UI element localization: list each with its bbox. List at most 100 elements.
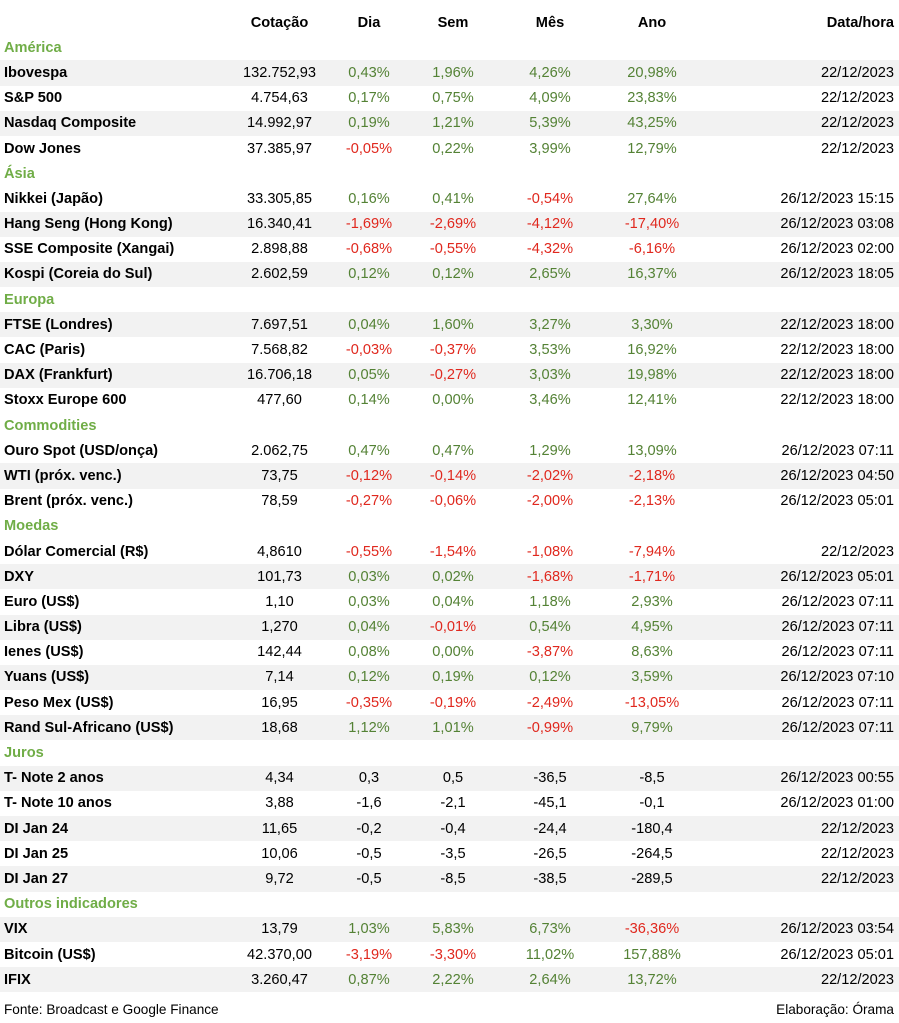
cell-data-hora: 26/12/2023 00:55 [703,765,899,791]
cell-sem: -0,06% [407,488,499,514]
table-row: Nasdaq Composite 14.992,97 0,19% 1,21% 5,39%… [0,110,899,136]
header-sem: Sem [437,14,469,31]
row-name: VIX [0,916,228,942]
cell-mes: 0,54% [499,614,601,640]
cell-sem: -0,27% [407,362,499,388]
cell-sem: -3,5 [407,841,499,867]
table-row: IFIX 3.260,47 0,87% 2,22% 2,64% 13,72% 22/12/2… [0,967,899,993]
cell-ano: 3,30% [601,312,703,338]
section-title: Outros indicadores [0,891,899,917]
row-name: IFIX [0,967,228,993]
cell-mes: -45,1 [499,790,601,816]
cell-cotacao: 3.260,47 [228,967,331,993]
cell-sem: 0,22% [407,135,499,162]
cell-cotacao: 42.370,00 [228,941,331,968]
cell-cotacao: 4.754,63 [228,85,331,111]
table-row: Yuans (US$) 7,14 0,12% 0,19% 0,12% 3,59% 26/12… [0,664,899,691]
table-row: Brent (próx. venc.) 78,59 -0,27% -0,06% -2,0… [0,488,899,514]
cell-ano: 13,72% [601,967,703,993]
table-row: WTI (próx. venc.) 73,75 -0,12% -0,14% -2,02%… [0,463,899,489]
row-name: Stoxx Europe 600 [0,387,228,413]
cell-cotacao: 16,95 [228,690,331,716]
cell-dia: -0,55% [331,538,407,565]
cell-ano: -0,1 [601,790,703,816]
cell-ano: -289,5 [601,866,703,892]
cell-dia: -0,68% [331,236,407,262]
cell-ano: 20,98% [601,60,703,86]
cell-data-hora: 22/12/2023 [703,816,899,842]
cell-mes: -24,4 [499,816,601,842]
section-header-row: Juros [0,740,899,766]
table-row: DI Jan 27 9,72 -0,5 -8,5 -38,5 -289,5 22/12/20… [0,866,899,892]
cell-dia: -0,2 [331,816,407,842]
cell-data-hora: 22/12/2023 18:00 [703,387,899,413]
cell-sem: 0,02% [407,564,499,590]
row-name: Rand Sul-Africano (US$) [0,715,228,741]
row-name: DI Jan 24 [0,816,228,842]
table-row: Peso Mex (US$) 16,95 -0,35% -0,19% -2,49% -13… [0,690,899,716]
cell-ano: 27,64% [601,186,703,212]
cell-sem: -1,54% [407,538,499,565]
cell-mes: -2,00% [499,488,601,514]
cell-dia: 0,12% [331,261,407,288]
row-name: DAX (Frankfurt) [0,362,228,388]
row-name: Ibovespa [0,60,228,86]
cell-ano: 13,09% [601,438,703,464]
cell-cotacao: 11,65 [228,816,331,842]
cell-cotacao: 2.062,75 [228,438,331,464]
section-title: Juros [0,740,899,766]
table-row: Libra (US$) 1,270 0,04% -0,01% 0,54% 4,95% 26/… [0,614,899,640]
cell-sem: 0,04% [407,589,499,615]
table-row: Bitcoin (US$) 42.370,00 -3,19% -3,30% 11,02%… [0,941,899,968]
header-name [0,10,228,35]
cell-sem: -0,4 [407,816,499,842]
cell-data-hora: 26/12/2023 04:50 [703,463,899,489]
cell-mes: 11,02% [499,941,601,968]
section-header-row: Commodities [0,413,899,439]
cell-sem: 1,21% [407,110,499,136]
table-row: Rand Sul-Africano (US$) 18,68 1,12% 1,01% -0… [0,715,899,741]
cell-dia: -0,35% [331,690,407,716]
cell-sem: 1,60% [407,312,499,338]
cell-ano: -17,40% [601,211,703,237]
cell-dia: 0,14% [331,387,407,413]
cell-cotacao: 1,10 [228,589,331,615]
cell-mes: 3,46% [499,387,601,413]
cell-data-hora: 26/12/2023 07:11 [703,690,899,716]
cell-dia: 0,17% [331,85,407,111]
row-name: T- Note 10 anos [0,790,228,816]
cell-data-hora: 26/12/2023 05:01 [703,488,899,514]
row-name: Nikkei (Japão) [0,186,228,212]
cell-mes: 3,53% [499,337,601,363]
cell-data-hora: 22/12/2023 18:00 [703,312,899,338]
cell-cotacao: 16.340,41 [228,211,331,237]
cell-mes: -26,5 [499,841,601,867]
cell-cotacao: 142,44 [228,639,331,665]
cell-ano: 4,95% [601,614,703,640]
row-name: SSE Composite (Xangai) [0,236,228,262]
cell-cotacao: 3,88 [228,790,331,816]
section-title: Europa [0,287,899,313]
cell-cotacao: 101,73 [228,564,331,590]
cell-sem: -0,19% [407,690,499,716]
cell-mes: 3,99% [499,135,601,162]
cell-dia: -3,19% [331,941,407,968]
table-row: DI Jan 24 11,65 -0,2 -0,4 -24,4 -180,4 22/12/2… [0,816,899,842]
cell-data-hora: 26/12/2023 05:01 [703,564,899,590]
cell-cotacao: 9,72 [228,866,331,892]
cell-data-hora: 22/12/2023 [703,841,899,867]
cell-mes: -36,5 [499,765,601,791]
row-name: Euro (US$) [0,589,228,615]
cell-ano: 16,37% [601,261,703,288]
cell-dia: 1,03% [331,916,407,942]
table-row: Nikkei (Japão) 33.305,85 0,16% 0,41% -0,54% 2… [0,186,899,212]
table-row: Euro (US$) 1,10 0,03% 0,04% 1,18% 2,93% 26/12/… [0,589,899,615]
row-name: Dólar Comercial (R$) [0,538,228,565]
cell-dia: 0,03% [331,564,407,590]
cell-sem: 2,22% [407,967,499,993]
row-name: T- Note 2 anos [0,765,228,791]
cell-cotacao: 13,79 [228,916,331,942]
cell-data-hora: 22/12/2023 [703,110,899,136]
cell-data-hora: 26/12/2023 07:10 [703,664,899,691]
